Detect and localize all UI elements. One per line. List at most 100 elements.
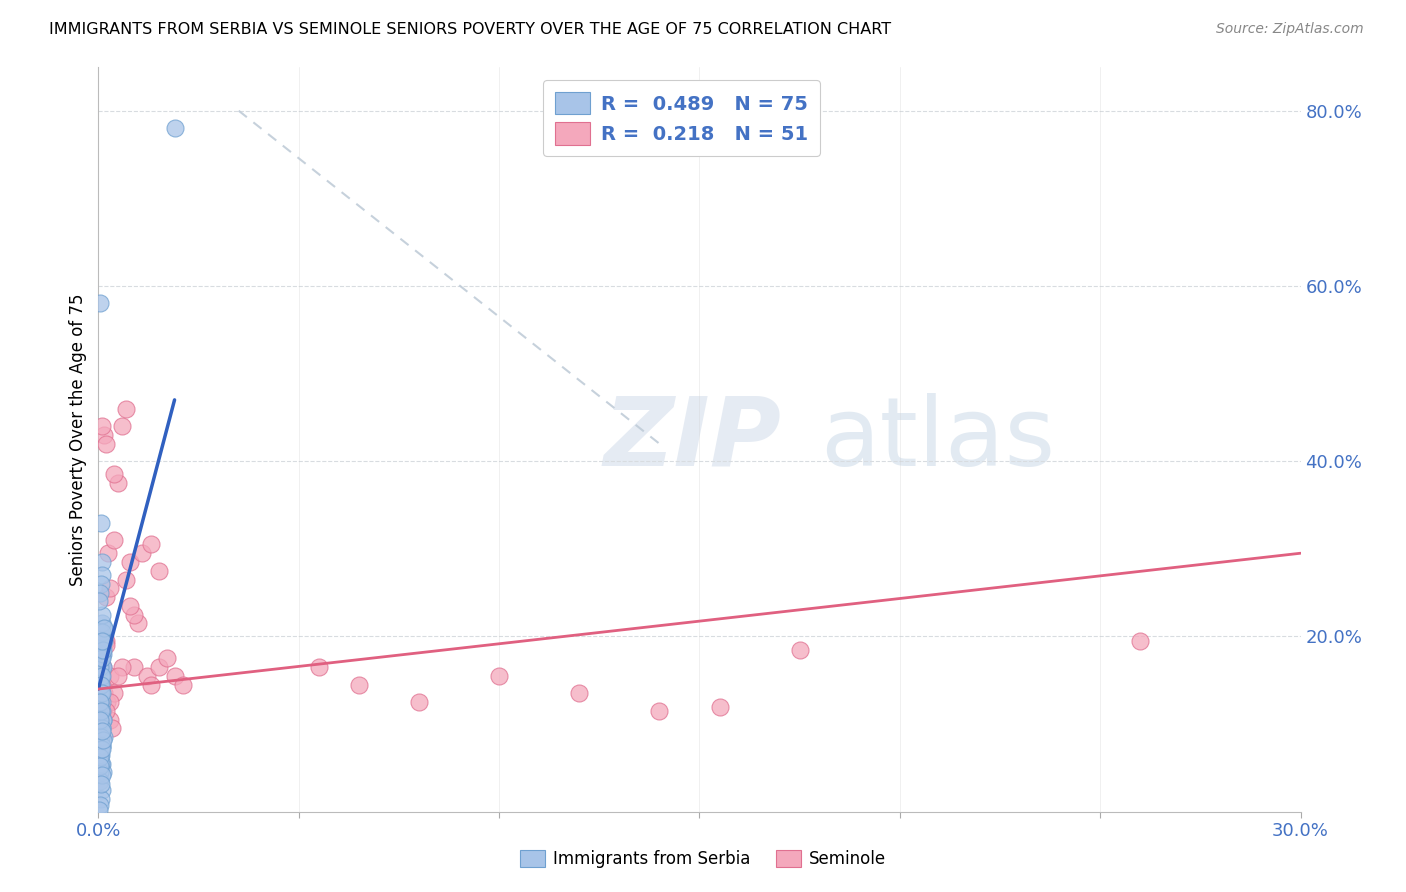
Point [89,651,111,665]
Point [89,660,111,674]
Point [89,747,111,762]
Point [96,695,118,709]
Point [90,741,112,756]
Point [91,660,114,674]
Point [91,741,114,756]
Point [91,555,114,569]
Point [101,722,124,736]
Point [90,686,112,700]
Point [90,704,112,718]
Point [308,660,330,674]
Point [163,121,186,136]
Point [89,797,111,812]
Point [89,625,111,640]
Point [91,625,114,640]
Point [89,686,111,700]
Point [91,732,114,747]
Point [120,599,142,613]
Point [131,546,153,560]
Point [111,419,134,434]
Point [100,582,122,596]
Point [90,638,112,652]
Point [91,642,114,657]
Y-axis label: Seniors Poverty Over the Age of 75: Seniors Poverty Over the Age of 75 [69,293,87,585]
Point [100,695,122,709]
Point [107,476,129,491]
Legend: R =  0.489   N = 75, R =  0.218   N = 51: R = 0.489 N = 75, R = 0.218 N = 51 [543,80,820,156]
Point [115,573,138,587]
Point [89,765,111,780]
Point [90,730,112,744]
Point [709,699,731,714]
Point [91,669,114,683]
Point [91,607,114,622]
Point [89,594,111,608]
Point [93,621,115,635]
Point [91,678,114,692]
Point [89,759,111,773]
Point [93,686,115,700]
Point [90,419,112,434]
Point [90,647,112,661]
Point [89,695,111,709]
Point [90,747,112,762]
Point [90,782,112,797]
Point [89,739,111,753]
Point [91,704,114,718]
Point [90,756,112,771]
Point [1129,633,1152,648]
Point [96,436,118,450]
Point [91,647,114,661]
Point [90,669,112,683]
Point [91,704,114,718]
Point [89,708,111,723]
Point [135,669,157,683]
Point [91,739,114,753]
Point [347,678,370,692]
Text: Source: ZipAtlas.com: Source: ZipAtlas.com [1216,22,1364,37]
Point [90,678,112,692]
Point [90,568,112,582]
Point [90,777,112,791]
Point [93,428,115,442]
Point [90,516,112,530]
Point [93,633,115,648]
Point [91,713,114,727]
Point [89,803,111,817]
Point [91,695,114,709]
Point [94,590,117,604]
Point [115,401,138,416]
Point [568,686,591,700]
Point [148,660,170,674]
Point [163,669,186,683]
Point [91,616,114,631]
Point [97,546,120,560]
Point [90,681,112,696]
Point [90,642,112,657]
Point [100,713,122,727]
Point [91,633,114,648]
Point [408,695,430,709]
Point [91,633,114,648]
Point [89,774,111,789]
Point [128,616,150,631]
Point [89,296,111,310]
Point [120,555,142,569]
Point [90,660,112,674]
Point [107,669,129,683]
Point [91,722,114,736]
Point [155,651,177,665]
Point [91,647,114,661]
Point [488,669,510,683]
Point [111,660,134,674]
Point [91,765,114,780]
Point [91,642,114,657]
Point [648,704,671,718]
Point [90,739,112,753]
Point [96,638,118,652]
Point [89,750,111,764]
Text: IMMIGRANTS FROM SERBIA VS SEMINOLE SENIORS POVERTY OVER THE AGE OF 75 CORRELATIO: IMMIGRANTS FROM SERBIA VS SEMINOLE SENIO… [49,22,891,37]
Point [89,651,111,665]
Legend: Immigrants from Serbia, Seminole: Immigrants from Serbia, Seminole [513,843,893,875]
Point [91,713,114,727]
